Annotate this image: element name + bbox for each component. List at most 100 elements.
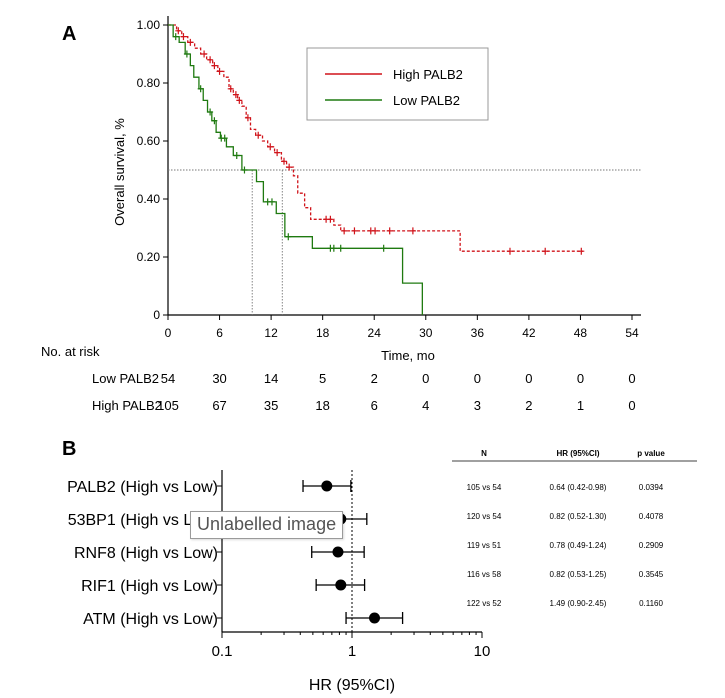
- high-censor-mark: [232, 91, 239, 99]
- km-legend: High PALB2 Low PALB2: [306, 47, 489, 121]
- risk-count: 67: [212, 398, 226, 413]
- high-censor-mark: [175, 27, 182, 35]
- km-x-tick-label: 6: [216, 326, 223, 340]
- km-x-tick-label: 54: [625, 326, 639, 340]
- forest-x-tick-label: 1: [348, 643, 356, 660]
- risk-count: 6: [371, 398, 378, 413]
- risk-count: 0: [628, 398, 635, 413]
- risk-count: 3: [474, 398, 481, 413]
- km-x-tick-label: 48: [574, 326, 588, 340]
- forest-table-cell: 0.3545: [639, 570, 664, 579]
- km-x-axis-title: Time, mo: [381, 348, 435, 363]
- km-x-tick-label: 36: [471, 326, 485, 340]
- risk-count: 5: [319, 371, 326, 386]
- km-x-tick-label: 18: [316, 326, 330, 340]
- forest-table-cell: 0.82 (0.52-1.30): [550, 512, 607, 521]
- high-censor-mark: [286, 163, 293, 171]
- image-tooltip: Unlabelled image: [190, 511, 344, 539]
- forest-table-header: N: [481, 449, 487, 458]
- high-censor-mark: [386, 227, 393, 235]
- high-censor-mark: [267, 143, 274, 151]
- risk-count: 0: [422, 371, 429, 386]
- forest-row-label: 53BP1 (High vs Low): [68, 512, 218, 529]
- forest-table-cell: 0.2909: [639, 541, 664, 550]
- risk-count: 14: [264, 371, 278, 386]
- forest-table-cell: 120 vs 54: [467, 512, 502, 521]
- low-censor-mark: [211, 117, 218, 125]
- low-censor-mark: [172, 33, 179, 41]
- forest-table-cell: 1.49 (0.90-2.45): [550, 599, 607, 608]
- high-palb2-curve: [168, 24, 584, 252]
- low-censor-mark: [268, 198, 275, 206]
- forest-row-label: RNF8 (High vs Low): [74, 545, 218, 562]
- panel-b-label: B: [62, 438, 76, 460]
- high-censor-mark: [281, 157, 287, 165]
- forest-stats-table: N HR (95%CI) p value 105 vs 54 0.64 (0.42-0.…: [452, 449, 697, 608]
- high-censor-mark: [211, 62, 218, 70]
- high-censor-mark: [180, 33, 187, 41]
- high-censor-mark: [201, 50, 208, 58]
- high-censor-mark: [351, 227, 358, 235]
- legend-label: High PALB2: [393, 67, 463, 82]
- low-censor-mark: [207, 108, 214, 116]
- risk-count: 1: [577, 398, 584, 413]
- risk-count: 35: [264, 398, 278, 413]
- km-y-tick-label: 0: [153, 308, 160, 322]
- risk-count: 0: [474, 371, 481, 386]
- legend-label: Low PALB2: [393, 93, 460, 108]
- forest-plot: 0.1 1 10 HR (95%CI) PALB2 (High vs Low) 53BP1…: [67, 470, 490, 694]
- high-censor-mark: [274, 149, 281, 157]
- risk-count: 2: [371, 371, 378, 386]
- risk-count: 0: [525, 371, 532, 386]
- panel-a-label: A: [62, 23, 76, 45]
- risk-count: 4: [422, 398, 429, 413]
- forest-table-cell: 0.82 (0.53-1.25): [550, 570, 607, 579]
- forest-table-header: p value: [637, 449, 665, 458]
- risk-count: 30: [212, 371, 226, 386]
- km-x-tick-label: 12: [264, 326, 278, 340]
- low-censor-mark: [380, 244, 387, 252]
- low-censor-mark: [233, 152, 240, 159]
- forest-table-cell: 105 vs 54: [467, 483, 502, 492]
- forest-x-tick-label: 10: [474, 643, 491, 660]
- forest-table-cell: 0.1160: [639, 599, 663, 608]
- forest-hr-point: [335, 579, 347, 591]
- forest-table-cell: 0.4078: [639, 512, 664, 521]
- high-censor-mark: [255, 131, 262, 139]
- high-censor-mark: [227, 85, 234, 93]
- risk-table-header: No. at risk: [41, 344, 100, 359]
- km-x-tick-label: 42: [522, 326, 536, 340]
- high-censor-mark: [372, 227, 379, 235]
- km-legend-box: [306, 47, 489, 121]
- low-censor-mark: [183, 50, 190, 58]
- high-censor-mark: [409, 227, 416, 235]
- high-censor-mark: [244, 114, 251, 122]
- risk-count: 54: [161, 371, 175, 386]
- forest-table-header: HR (95%CI): [556, 449, 599, 458]
- forest-hr-point: [369, 612, 381, 624]
- high-censor-mark: [236, 96, 243, 104]
- forest-row-label: ATM (High vs Low): [83, 611, 218, 628]
- forest-table-cell: 0.78 (0.49-1.24): [550, 541, 607, 550]
- forest-x-tick-label: 0.1: [212, 643, 233, 660]
- low-censor-mark: [330, 244, 337, 252]
- high-censor-mark: [207, 56, 214, 64]
- low-censor-mark: [241, 166, 248, 174]
- forest-row-label: PALB2 (High vs Low): [67, 479, 218, 496]
- risk-row-label: Low PALB2: [92, 371, 159, 386]
- forest-table-cell: 119 vs 51: [467, 541, 502, 550]
- km-x-tick-label: 24: [368, 326, 382, 340]
- km-x-tick-label: 0: [165, 326, 172, 340]
- km-x-tick-label: 30: [419, 326, 433, 340]
- risk-count: 2: [525, 398, 532, 413]
- high-censor-mark: [506, 247, 513, 255]
- low-palb2-curve: [168, 24, 423, 315]
- forest-hr-point: [332, 546, 344, 558]
- forest-row-label: RIF1 (High vs Low): [81, 578, 218, 595]
- high-censor-mark: [341, 227, 348, 235]
- risk-count: 105: [157, 398, 179, 413]
- low-censor-mark: [221, 134, 228, 142]
- km-y-tick-label: 0.80: [137, 76, 161, 90]
